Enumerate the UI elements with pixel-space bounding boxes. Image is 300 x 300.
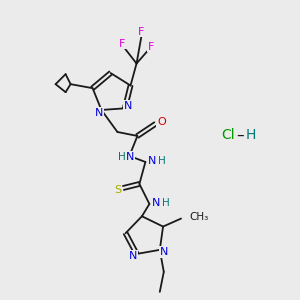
Text: F: F bbox=[148, 41, 155, 52]
Text: F: F bbox=[119, 38, 126, 49]
Text: S: S bbox=[114, 185, 121, 195]
Text: N: N bbox=[95, 108, 103, 118]
Text: H: H bbox=[158, 156, 165, 166]
Text: Cl: Cl bbox=[221, 128, 235, 142]
Text: H: H bbox=[246, 128, 256, 142]
Text: N: N bbox=[160, 247, 168, 257]
Text: N: N bbox=[128, 251, 137, 261]
Text: N: N bbox=[126, 152, 135, 162]
Text: N: N bbox=[124, 101, 132, 111]
Text: CH₃: CH₃ bbox=[189, 212, 208, 222]
Text: O: O bbox=[157, 117, 166, 127]
Text: H: H bbox=[118, 152, 125, 162]
Text: F: F bbox=[138, 26, 145, 37]
Text: H: H bbox=[161, 198, 169, 208]
Text: N: N bbox=[152, 198, 160, 208]
Text: N: N bbox=[148, 156, 157, 166]
Text: –: – bbox=[236, 128, 244, 142]
